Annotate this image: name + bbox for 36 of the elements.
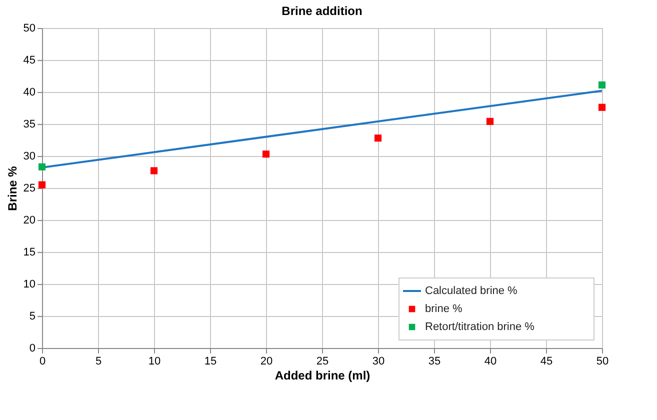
y-tick-label: 15	[23, 246, 36, 258]
point	[374, 134, 382, 142]
y-tick-label: 5	[29, 310, 36, 322]
x-tick-label: 40	[484, 356, 497, 368]
x-tick-label: 10	[148, 356, 161, 368]
point	[150, 167, 158, 174]
x-tick-label: 15	[204, 356, 217, 368]
x-tick-label: 25	[316, 356, 329, 368]
x-tick-label: 50	[596, 356, 609, 368]
y-tick-label: 20	[23, 214, 36, 226]
y-tick-label: 0	[29, 342, 36, 354]
y-tick-label: 35	[23, 118, 36, 130]
legend-label: brine %	[425, 303, 463, 315]
x-axis-title: Added brine (ml)	[274, 368, 370, 382]
y-tick-label: 25	[23, 182, 36, 194]
point	[262, 150, 270, 158]
legend-label: Calculated brine %	[425, 285, 518, 297]
y-tick-label: 50	[23, 22, 36, 34]
point	[486, 118, 494, 125]
point	[38, 163, 46, 170]
point	[598, 104, 606, 111]
y-tick-label: 40	[23, 86, 36, 98]
y-axis-title: Brine %	[5, 166, 20, 211]
x-tick-label: 5	[95, 356, 102, 368]
y-tick-label: 10	[23, 278, 36, 290]
x-tick-label: 45	[540, 356, 553, 368]
x-tick-label: 20	[260, 356, 273, 368]
point	[38, 181, 46, 188]
y-tick-label: 45	[23, 54, 36, 66]
x-tick-label: 35	[428, 356, 441, 368]
y-tick-label: 30	[23, 150, 36, 162]
point	[598, 81, 606, 88]
legend-label: Retort/titration brine %	[425, 321, 535, 333]
x-tick-label: 30	[372, 356, 385, 368]
chart-title: Brine addition	[282, 4, 362, 18]
x-tick-label: 0	[39, 356, 46, 368]
